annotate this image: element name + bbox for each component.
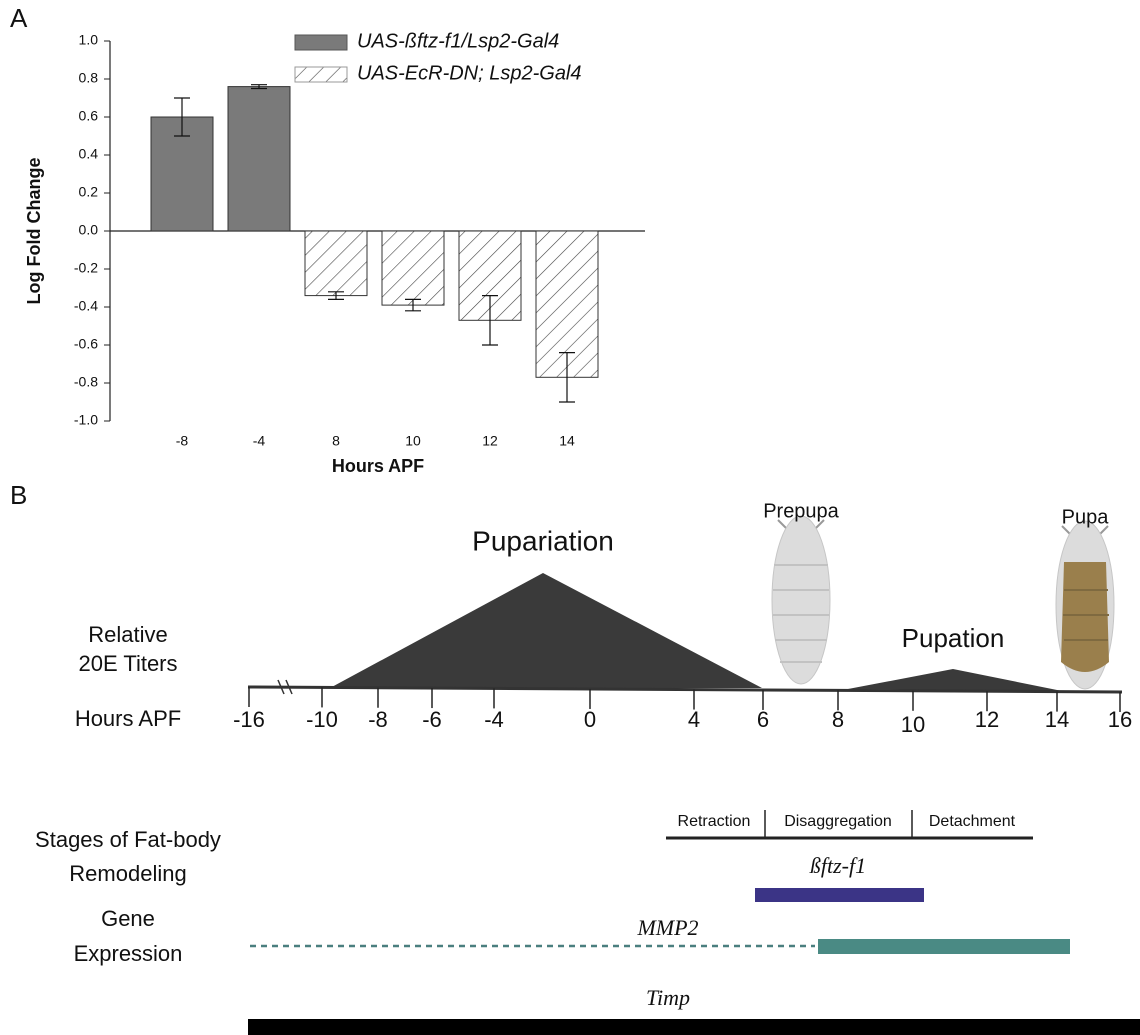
row-label: Remodeling (69, 861, 186, 886)
y-tick-label: -0.2 (74, 260, 98, 276)
x-tick-label: -8 (176, 433, 189, 449)
stage-label: Pupa (1062, 506, 1110, 528)
pupa-illustration (1055, 520, 1115, 690)
stage-name: Detachment (929, 813, 1016, 830)
legend-swatch (294, 66, 348, 83)
hour-label: 4 (688, 707, 700, 732)
y-tick-label: 0.8 (79, 70, 99, 86)
hour-label: 6 (757, 707, 769, 732)
row-label: 20E Titers (78, 651, 177, 676)
hour-label: -8 (368, 707, 388, 732)
x-tick-label: -4 (253, 433, 266, 449)
axis-break (285, 679, 293, 695)
panel-label: B (10, 480, 27, 510)
titer-peak (330, 573, 762, 688)
legend-label: UAS-EcR-DN; Lsp2-Gal4 (357, 62, 582, 84)
gene-name: MMP2 (636, 915, 698, 940)
x-tick-label: 14 (559, 433, 575, 449)
hour-label: 12 (975, 707, 999, 732)
bar (381, 230, 445, 306)
baseline (247, 685, 1123, 694)
error-bar (405, 298, 421, 312)
peak-label: Pupation (902, 623, 1005, 653)
y-tick-label: 0.4 (79, 146, 99, 162)
gene-name: ßftz-f1 (809, 853, 866, 878)
hour-label: -16 (233, 707, 265, 732)
row-label: Stages of Fat-body (35, 827, 221, 852)
y-tick-label: 0.2 (79, 184, 99, 200)
prepupa-illustration (771, 515, 831, 685)
row-label: Expression (74, 941, 183, 966)
panel-label: A (10, 3, 28, 33)
bar-chart: 1.0 0.8 0.6 0.4 0.2 0.0 -0.2 -0.4 -0.6 -0.8 -1.0 Lo… (24, 30, 645, 476)
error-bar (482, 295, 498, 346)
stage-name: Disaggregation (784, 813, 892, 830)
error-bar (559, 352, 575, 403)
y-tick-label: -0.8 (74, 374, 98, 390)
y-tick-label: -1.0 (74, 412, 98, 428)
gene-name: Timp (646, 985, 690, 1010)
hour-label: 16 (1108, 707, 1132, 732)
stage-name: Retraction (678, 813, 751, 830)
axis-break (277, 679, 285, 695)
expression-bar (755, 888, 924, 902)
row-label: Hours APF (75, 706, 181, 731)
expression-bar (248, 1019, 1140, 1035)
bar (227, 86, 291, 232)
hour-label: 0 (584, 707, 596, 732)
x-tick-label: 12 (482, 433, 498, 449)
stage-label: Prepupa (763, 500, 839, 522)
error-bar (174, 97, 190, 137)
y-tick-label: 0.6 (79, 108, 99, 124)
error-bar (251, 84, 267, 90)
x-tick-label: 10 (405, 433, 421, 449)
hour-label: -10 (306, 707, 338, 732)
bar (304, 230, 368, 297)
legend-swatch (294, 34, 348, 51)
y-axis-label: Log Fold Change (24, 158, 44, 305)
error-bar (328, 291, 344, 300)
hour-label: -4 (484, 707, 504, 732)
expression-bar (818, 939, 1070, 954)
y-tick-label: 1.0 (79, 32, 99, 48)
hour-label: 8 (832, 707, 844, 732)
x-tick-label: 8 (332, 433, 340, 449)
y-tick-label: 0.0 (79, 222, 99, 238)
row-label: Gene (101, 906, 155, 931)
hour-label: 10 (901, 712, 925, 737)
titer-peak (848, 669, 1062, 691)
timeline-diagram: Relative 20E Titers Hours APF Pupariatio… (35, 500, 1140, 1035)
y-tick-label: -0.6 (74, 336, 98, 352)
row-label: Relative (88, 622, 167, 647)
peak-label: Pupariation (472, 525, 614, 556)
legend-label: UAS-ßftz-f1/Lsp2-Gal4 (357, 30, 559, 52)
y-tick-label: -0.4 (74, 298, 98, 314)
x-axis-label: Hours APF (332, 456, 424, 476)
hour-label: -6 (422, 707, 442, 732)
hour-label: 14 (1045, 707, 1069, 732)
